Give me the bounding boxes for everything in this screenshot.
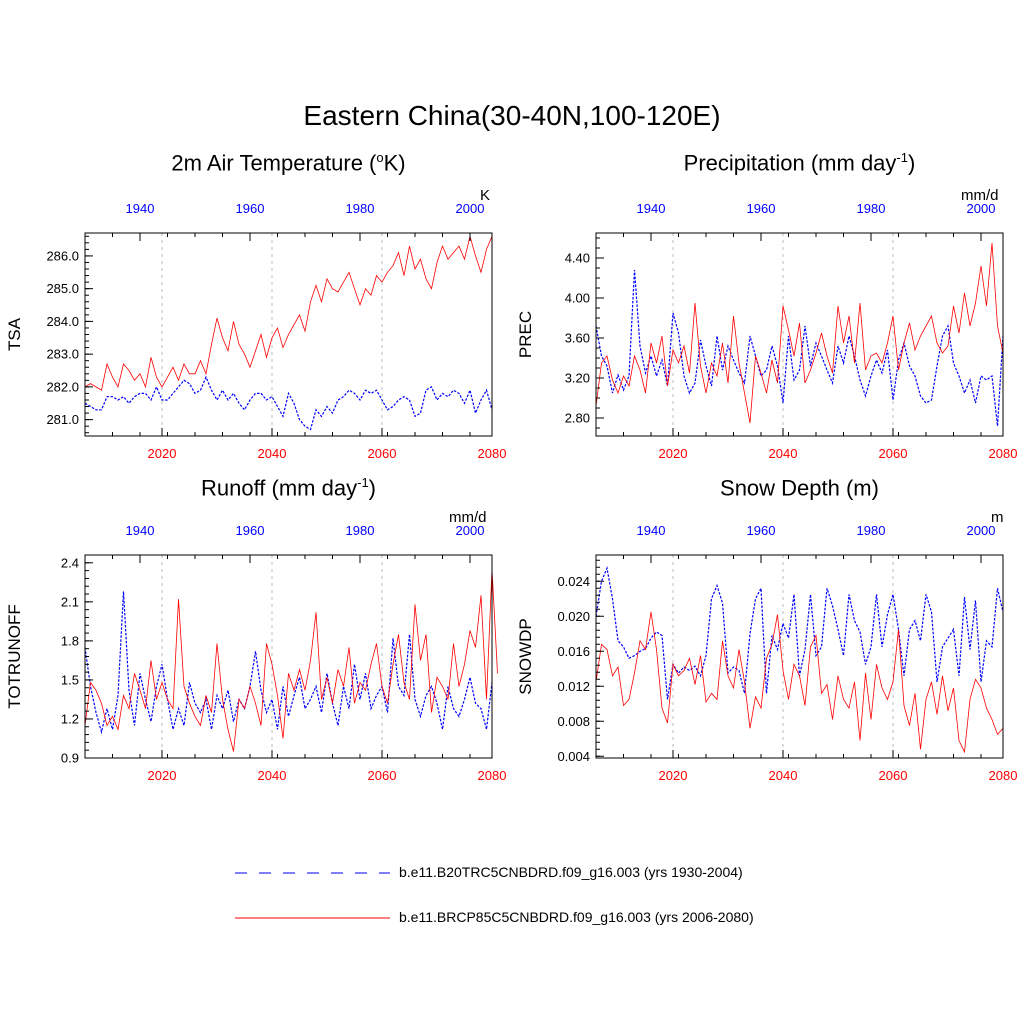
x-tick-label-top: 2000 — [456, 523, 485, 538]
x-tick-label-bottom: 2080 — [478, 446, 507, 461]
plot-frame — [84, 554, 493, 759]
x-tick-label-bottom: 2020 — [148, 768, 177, 783]
plot-frame — [595, 232, 1004, 437]
x-tick-label-bottom: 2040 — [769, 768, 798, 783]
x-tick-label-top: 1980 — [346, 201, 375, 216]
series-line-historical — [84, 375, 493, 431]
panel-title-text: Runoff (mm day — [201, 475, 358, 501]
x-tick-label-bottom: 2060 — [368, 768, 397, 783]
y-axis-label: PREC — [516, 311, 535, 358]
panel-title-text-end: K) — [383, 150, 406, 176]
panel-title-text: 2m Air Temperature ( — [171, 150, 377, 176]
panel-title-sup: -1 — [896, 150, 908, 165]
y-tick-label: 2.80 — [565, 411, 590, 426]
panel-title-text: Precipitation (mm day — [683, 150, 897, 176]
x-tick-label-bottom: 2020 — [659, 446, 688, 461]
y-tick-label: 2.1 — [61, 594, 79, 609]
x-tick-label-bottom: 2020 — [659, 768, 688, 783]
x-tick-label-top: 1960 — [747, 523, 776, 538]
series-line-future — [595, 611, 1004, 754]
series-line-historical — [84, 591, 493, 735]
y-tick-label: 0.012 — [557, 679, 590, 694]
series-line-historical — [595, 269, 1004, 427]
panel-title-text-end: ) — [907, 150, 916, 176]
x-tick-label-bottom: 2060 — [879, 768, 908, 783]
x-tick-label-top: 1940 — [637, 201, 666, 216]
x-tick-label-bottom: 2040 — [258, 446, 287, 461]
y-tick-label: 286.0 — [46, 248, 79, 263]
series-line-future — [595, 242, 1004, 424]
y-tick-label: 3.20 — [565, 371, 590, 386]
legend-label-historical: b.e11.B20TRC5CNBDRD.f09_g16.003 (yrs 193… — [399, 864, 743, 880]
panel-title-precipitation: Precipitation (mm day-1) — [596, 150, 1003, 176]
y-tick-label: 4.00 — [565, 291, 590, 306]
panel-title-text-end: ) — [368, 475, 376, 501]
legend-label-future: b.e11.BRCP85C5CNBDRD.f09_g16.003 (yrs 20… — [399, 909, 754, 925]
series-line-future — [84, 569, 498, 752]
y-tick-label: 281.0 — [46, 412, 79, 427]
x-tick-label-top: 2000 — [967, 523, 996, 538]
y-axis-label: TSA — [5, 317, 24, 351]
units-label-precipitation: mm/d — [961, 187, 999, 204]
y-tick-label: 1.8 — [61, 633, 79, 648]
x-tick-label-bottom: 2080 — [989, 446, 1018, 461]
x-tick-label-top: 1980 — [857, 523, 886, 538]
x-tick-label-bottom: 2080 — [989, 768, 1018, 783]
x-tick-label-bottom: 2060 — [368, 446, 397, 461]
panel-title-text: Snow Depth (m) — [720, 475, 879, 501]
x-tick-label-top: 1980 — [346, 523, 375, 538]
x-tick-label-top: 1960 — [747, 201, 776, 216]
y-tick-label: 0.004 — [557, 749, 590, 764]
y-tick-label: 285.0 — [46, 281, 79, 296]
x-tick-label-bottom: 2080 — [478, 768, 507, 783]
x-tick-label-bottom: 2040 — [769, 446, 798, 461]
x-tick-label-top: 1940 — [637, 523, 666, 538]
y-tick-label: 4.40 — [565, 251, 590, 266]
x-tick-label-bottom: 2040 — [258, 768, 287, 783]
y-axis-label: SNOWDP — [516, 618, 535, 695]
main-title: Eastern China(30-40N,100-120E) — [303, 100, 721, 131]
series-line-future — [84, 234, 493, 391]
x-tick-label-bottom: 2060 — [879, 446, 908, 461]
units-label-temperature: K — [480, 187, 491, 204]
plot-frame — [595, 554, 1004, 759]
y-tick-label: 283.0 — [46, 347, 79, 362]
x-tick-label-top: 1960 — [236, 523, 265, 538]
y-tick-label: 2.4 — [61, 555, 79, 570]
y-tick-label: 0.020 — [557, 609, 590, 624]
panel-title-snow-depth: Snow Depth (m) — [596, 475, 1003, 501]
units-label-snow-depth: m — [991, 509, 1004, 526]
y-tick-label: 0.9 — [61, 751, 79, 766]
panel-title-sup: -1 — [357, 475, 369, 490]
y-tick-label: 1.5 — [61, 672, 79, 687]
y-tick-label: 0.008 — [557, 714, 590, 729]
x-tick-label-top: 1940 — [126, 201, 155, 216]
panel-title-sup: o — [376, 150, 384, 165]
panel-title-temperature: 2m Air Temperature (oK) — [85, 150, 492, 176]
x-tick-label-top: 1960 — [236, 201, 265, 216]
y-tick-label: 3.60 — [565, 331, 590, 346]
y-tick-label: 0.016 — [557, 644, 590, 659]
x-tick-label-top: 1940 — [126, 523, 155, 538]
y-tick-label: 284.0 — [46, 314, 79, 329]
x-tick-label-top: 1980 — [857, 201, 886, 216]
panel-title-runoff: Runoff (mm day-1) — [85, 475, 492, 501]
y-tick-label: 1.2 — [61, 711, 79, 726]
y-tick-label: 282.0 — [46, 379, 79, 394]
units-label-runoff: mm/d — [449, 509, 487, 526]
x-tick-label-bottom: 2020 — [148, 446, 177, 461]
y-axis-label: TOTRUNOFF — [5, 604, 24, 709]
x-tick-label-top: 2000 — [967, 201, 996, 216]
y-tick-label: 0.024 — [557, 574, 590, 589]
x-tick-label-top: 2000 — [456, 201, 485, 216]
